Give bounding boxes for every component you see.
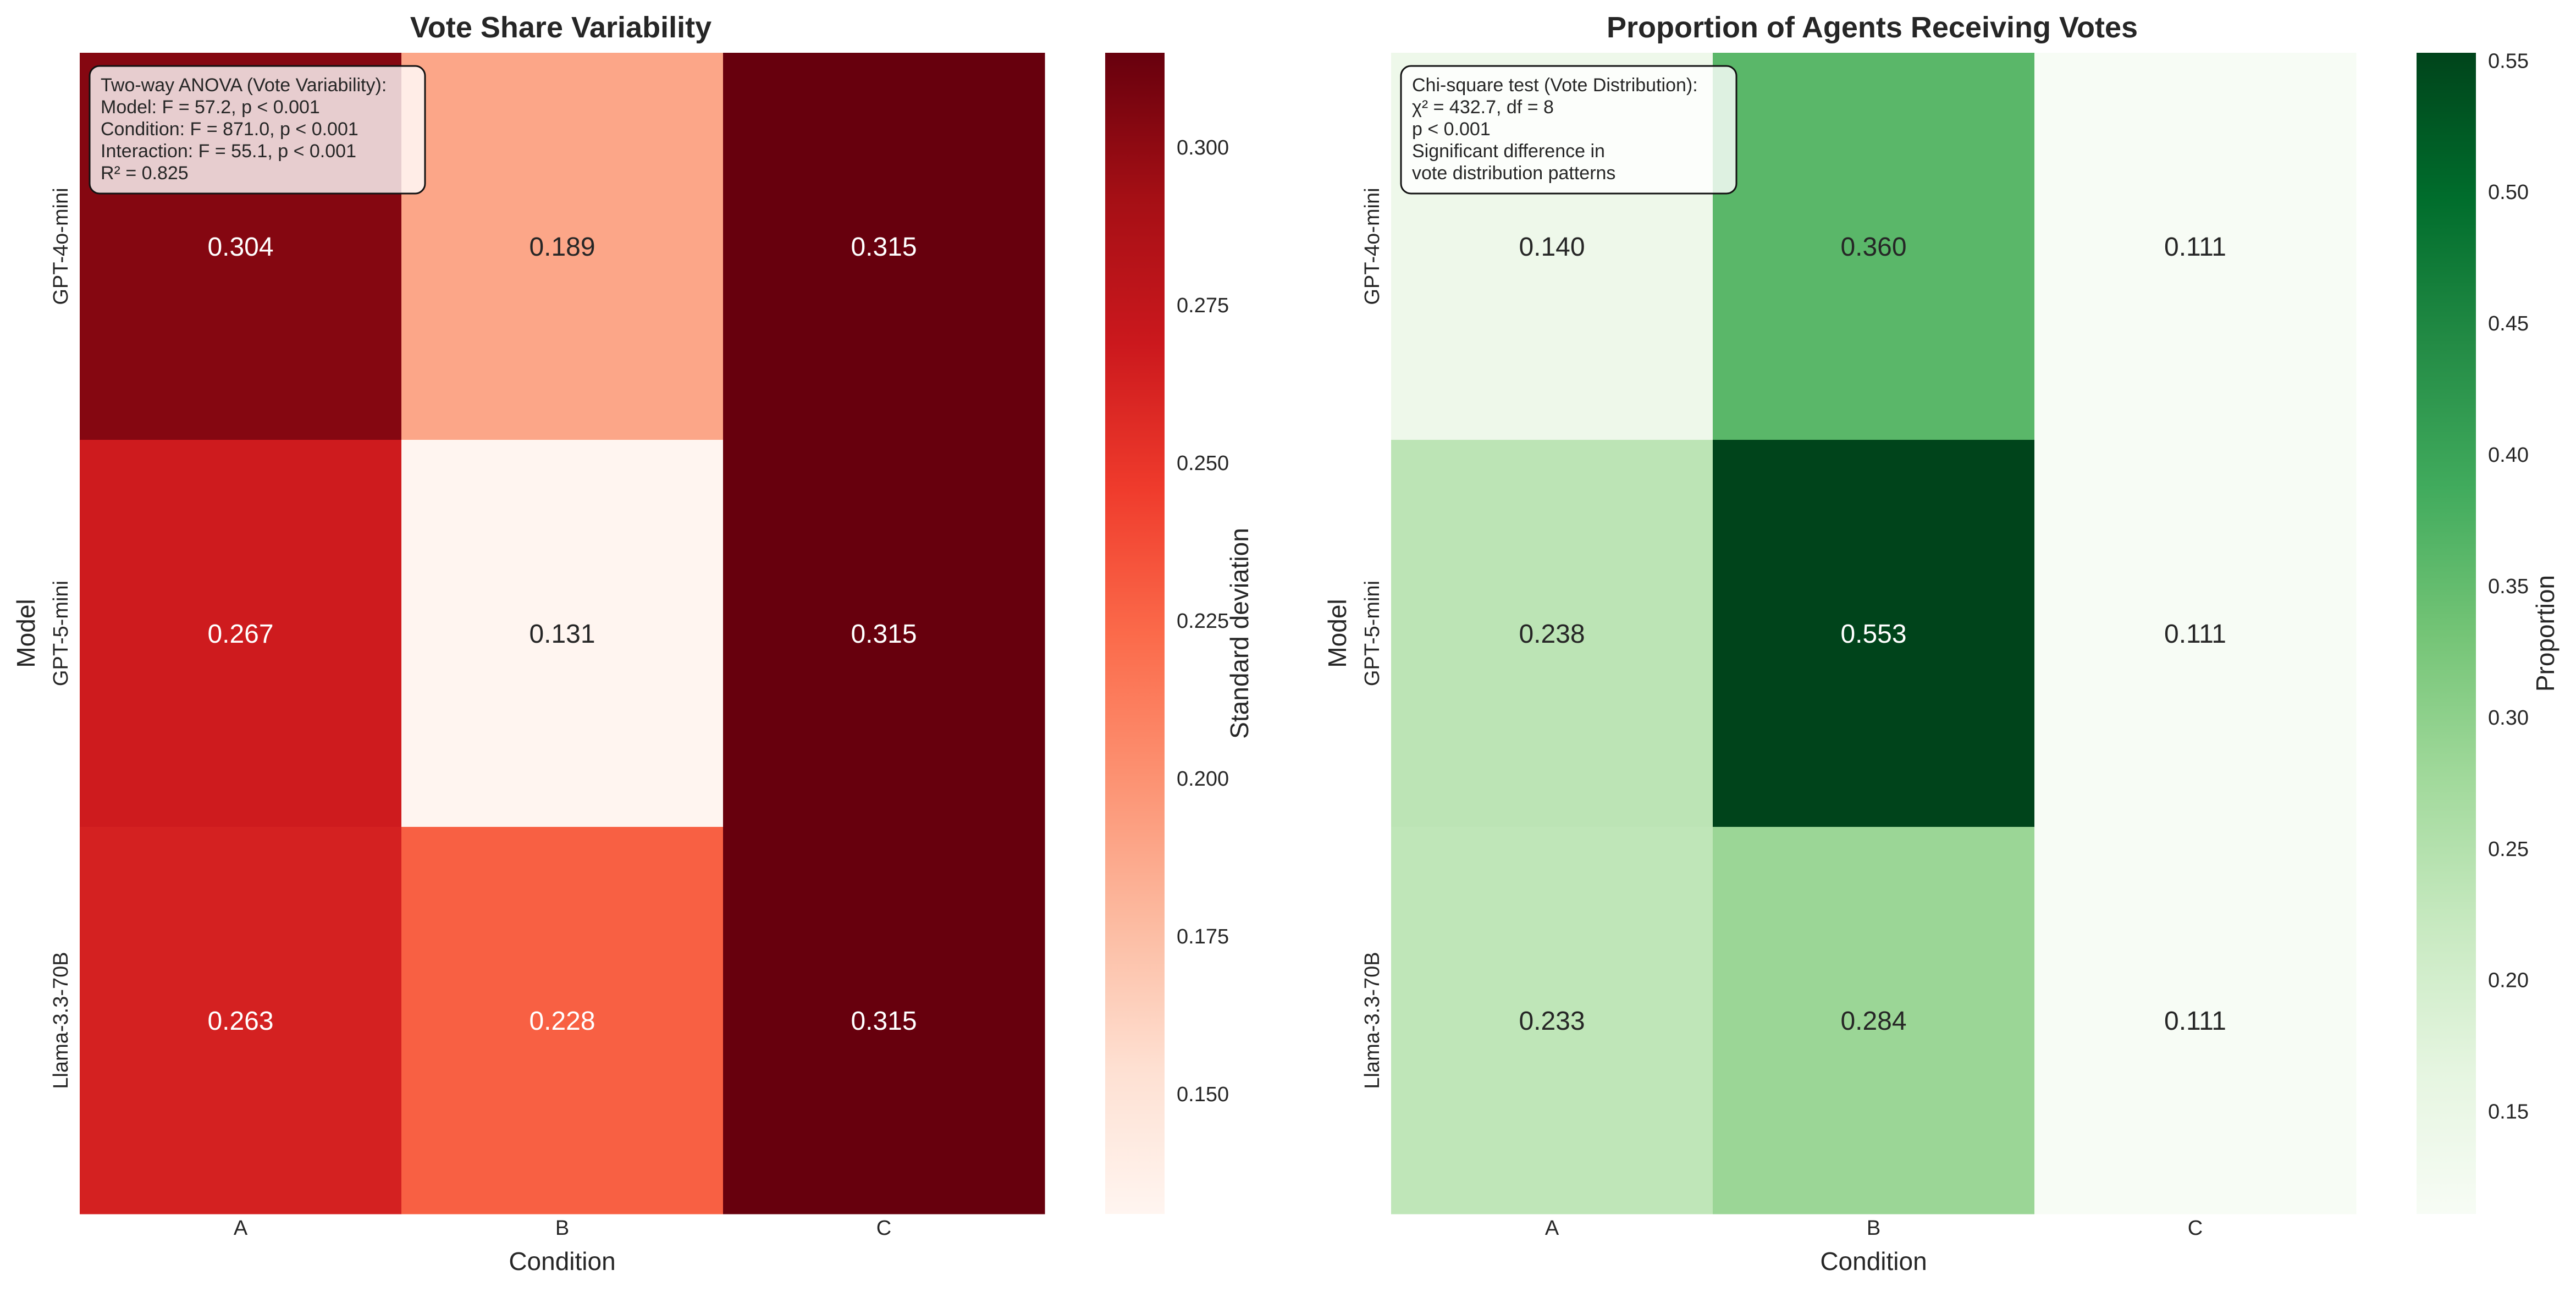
- colorbar-tick-label: 0.45: [2488, 312, 2529, 335]
- heatmap-cell: [1713, 827, 2035, 1214]
- cell-value-label: 0.131: [529, 620, 595, 649]
- y-axis-label: Model: [12, 599, 40, 667]
- stats-annotation-line: vote distribution patterns: [1412, 163, 1615, 184]
- colorbar: [2417, 53, 2476, 1214]
- stats-annotation-box: [1400, 65, 1737, 195]
- cell-value-label: 0.228: [529, 1007, 595, 1036]
- heatmap-cell: [401, 827, 724, 1214]
- cell-value-label: 0.284: [1840, 1007, 1906, 1036]
- cell-value-label: 0.304: [207, 233, 273, 262]
- cell-value-label: 0.267: [207, 620, 273, 649]
- colorbar-tick-label: 0.30: [2488, 706, 2529, 730]
- colorbar-tick-label: 0.55: [2488, 49, 2529, 73]
- heatmap-panel-1: Vote Share Variability 0.304 0.189 0.315 0.2…: [12, 11, 1254, 1276]
- heatmap-cell: [723, 53, 1045, 440]
- y-axis-label: Model: [1323, 599, 1352, 667]
- stats-annotation-line: R² = 0.825: [101, 163, 189, 184]
- heatmap-cell: [1713, 440, 2035, 827]
- heatmap-cell: [2034, 53, 2357, 440]
- x-tick-label: A: [234, 1217, 248, 1240]
- colorbar-tick-label: 0.50: [2488, 181, 2529, 204]
- x-tick-label: A: [1545, 1217, 1559, 1240]
- stats-annotation-line: Condition: F = 871.0, p < 0.001: [101, 119, 358, 140]
- cell-value-label: 0.263: [207, 1007, 273, 1036]
- cell-value-label: 0.315: [851, 1007, 917, 1036]
- colorbar-tick-label: 0.250: [1177, 452, 1229, 475]
- x-tick-label: B: [1867, 1217, 1880, 1240]
- x-tick-label: B: [555, 1217, 569, 1240]
- stats-annotation-line: Interaction: F = 55.1, p < 0.001: [101, 141, 356, 162]
- heatmap-cell: [401, 440, 724, 827]
- colorbar-tick-label: 0.20: [2488, 969, 2529, 992]
- stats-annotation-line: Two-way ANOVA (Vote Variability):: [101, 75, 387, 96]
- y-tick-label: GPT-5-mini: [1361, 581, 1384, 686]
- colorbar-tick-label: 0.150: [1177, 1083, 1229, 1106]
- heatmap-cell: [2034, 440, 2357, 827]
- stats-annotation-line: p < 0.001: [1412, 119, 1491, 140]
- y-tick-label: Llama-3.3-70B: [49, 952, 73, 1089]
- heatmap-cell: [80, 827, 402, 1214]
- colorbar-tick-label: 0.175: [1177, 925, 1229, 948]
- cell-value-label: 0.233: [1519, 1007, 1585, 1036]
- cell-value-label: 0.360: [1840, 233, 1906, 262]
- stats-annotation-line: Chi-square test (Vote Distribution):: [1412, 75, 1698, 96]
- colorbar-tick-label: 0.40: [2488, 444, 2529, 467]
- heatmap-cell: [723, 440, 1045, 827]
- x-axis-label: Condition: [1820, 1247, 1927, 1276]
- x-tick-label: C: [876, 1217, 891, 1240]
- y-tick-label: GPT-4o-mini: [1361, 187, 1384, 305]
- colorbar-tick-label: 0.225: [1177, 610, 1229, 633]
- colorbar-label: Standard deviation: [1225, 528, 1254, 739]
- y-tick-label: GPT-4o-mini: [49, 187, 73, 305]
- cell-value-label: 0.315: [851, 233, 917, 262]
- colorbar-label: Proportion: [2531, 575, 2560, 692]
- cell-value-label: 0.189: [529, 233, 595, 262]
- heatmap-cell: [80, 440, 402, 827]
- cell-value-label: 0.111: [2164, 620, 2226, 649]
- y-tick-label: GPT-5-mini: [49, 581, 73, 686]
- stats-annotation-line: χ² = 432.7, df = 8: [1412, 97, 1554, 118]
- stats-annotation-box: [89, 65, 426, 195]
- heatmap-cell: [1391, 827, 1713, 1214]
- cell-value-label: 0.315: [851, 620, 917, 649]
- colorbar-tick-label: 0.35: [2488, 575, 2529, 598]
- cell-value-label: 0.111: [2164, 1007, 2226, 1036]
- y-tick-label: Llama-3.3-70B: [1361, 952, 1384, 1089]
- heatmap-panel-2: Proportion of Agents Receiving Votes 0.14…: [1323, 11, 2560, 1276]
- colorbar-tick-label: 0.15: [2488, 1101, 2529, 1124]
- heatmap-cell: [2034, 827, 2357, 1214]
- stats-annotation-line: Significant difference in: [1412, 141, 1605, 162]
- x-tick-label: C: [2188, 1217, 2203, 1240]
- heatmap-cell: [401, 53, 724, 440]
- colorbar-tick-label: 0.25: [2488, 838, 2529, 861]
- stats-annotation-line: Model: F = 57.2, p < 0.001: [101, 97, 320, 118]
- heatmap-cell: [1713, 53, 2035, 440]
- cell-value-label: 0.111: [2164, 233, 2226, 262]
- heatmap-cell: [1391, 440, 1713, 827]
- cell-value-label: 0.553: [1840, 620, 1906, 649]
- chart-title: Proportion of Agents Receiving Votes: [1607, 11, 2138, 44]
- colorbar-tick-label: 0.275: [1177, 294, 1229, 317]
- heatmap-cell: [723, 827, 1045, 1214]
- colorbar-tick-label: 0.200: [1177, 768, 1229, 791]
- x-axis-label: Condition: [509, 1247, 615, 1276]
- chart-title: Vote Share Variability: [410, 11, 711, 44]
- colorbar-tick-label: 0.300: [1177, 136, 1229, 159]
- cell-value-label: 0.238: [1519, 620, 1585, 649]
- cell-value-label: 0.140: [1519, 233, 1585, 262]
- colorbar: [1105, 53, 1165, 1214]
